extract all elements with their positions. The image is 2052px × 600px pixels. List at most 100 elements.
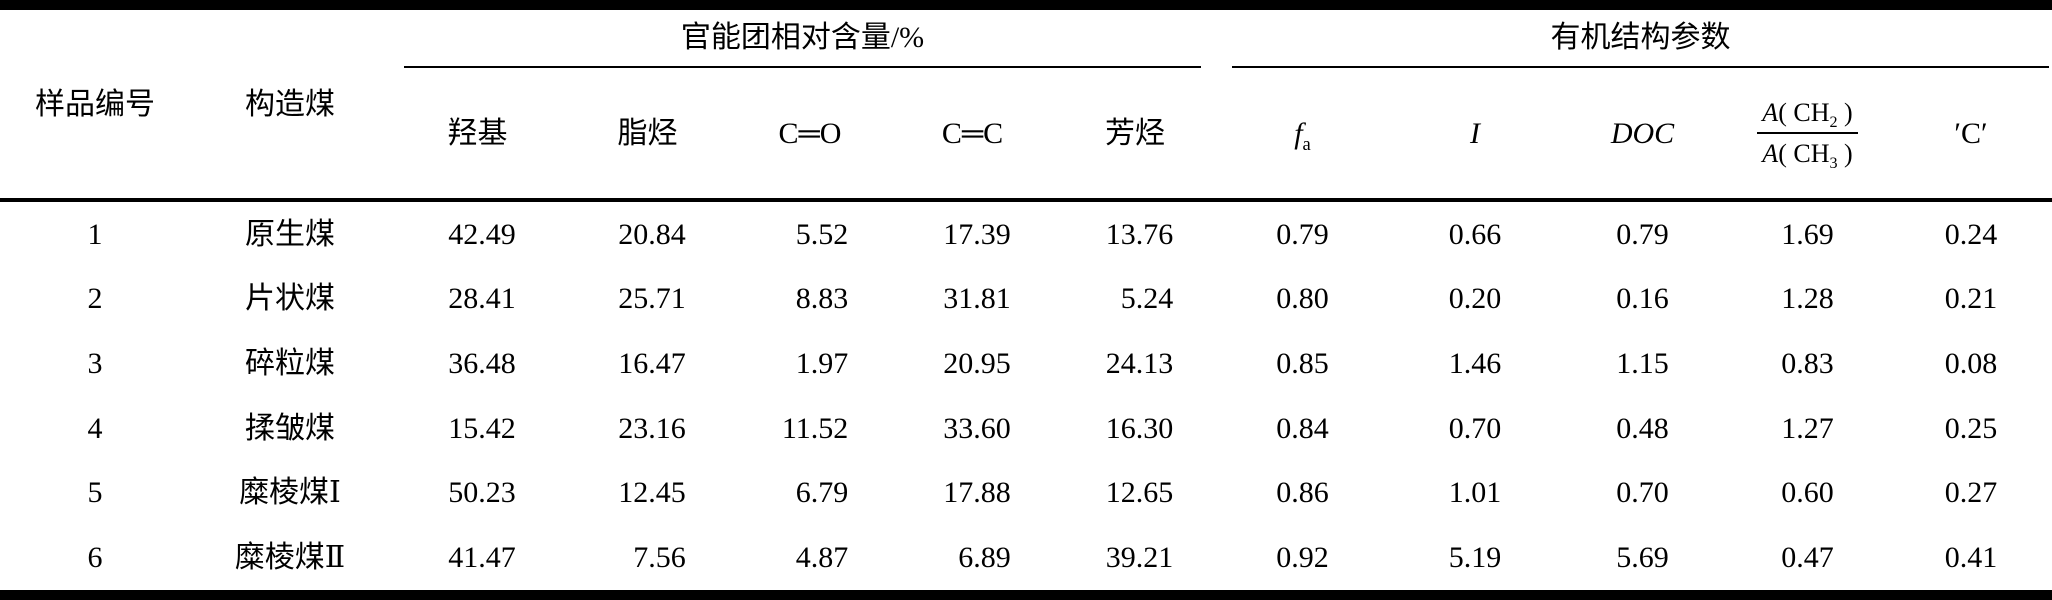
col-header-c-double-bond-c: C═C <box>890 68 1055 202</box>
col-header-fa: fa <box>1215 68 1390 202</box>
cell-aromatic: 39.21 <box>1105 541 1174 575</box>
cell-hydroxyl: 42.49 <box>448 217 516 251</box>
doc-symbol: DOC <box>1610 116 1675 150</box>
cell-fa: 0.86 <box>1276 476 1329 510</box>
cell-c-double-c: 31.81 <box>943 282 1011 316</box>
cell-i: 1.46 <box>1448 347 1502 381</box>
cell-coal-type: 原生煤 <box>245 217 335 251</box>
cell-doc: 0.48 <box>1616 411 1669 445</box>
cell-ach2-ach3: 1.69 <box>1781 217 1834 251</box>
cell-aromatic: 24.13 <box>1105 347 1174 381</box>
cell-sample-no: 3 <box>87 347 103 381</box>
cell-c-prime: 0.24 <box>1944 217 1998 251</box>
cell-hydroxyl: 41.47 <box>448 541 516 575</box>
cell-coal-type: 碎粒煤 <box>245 347 335 381</box>
cell-aliphatic: 25.71 <box>618 282 686 316</box>
cell-c-double-c: 20.95 <box>943 347 1011 381</box>
cell-c-prime: 0.21 <box>1944 282 1998 316</box>
cell-ach2-ach3: 0.83 <box>1781 347 1834 381</box>
cell-c-double-c: 17.88 <box>943 476 1011 510</box>
cell-fa: 0.85 <box>1276 347 1329 381</box>
cell-i: 0.70 <box>1448 411 1502 445</box>
paren-close: ) <box>1837 97 1853 127</box>
cell-sample-no: 6 <box>87 541 103 575</box>
col-header-ach2-ach3-ratio: A( CH2 ) A( CH3 ) <box>1725 68 1890 202</box>
table-header: 样品编号 构造煤 官能团相对含量/% 有机结构参数 羟基 脂烃 C═O C═C … <box>0 5 2052 202</box>
cell-sample-no: 2 <box>87 282 103 316</box>
cell-c-double-o: 8.83 <box>795 282 849 316</box>
cell-aromatic: 12.65 <box>1105 476 1174 510</box>
cell-i: 0.20 <box>1448 282 1502 316</box>
cell-coal-type: 糜棱煤Ⅰ <box>239 476 341 510</box>
cell-c-prime: 0.25 <box>1944 411 1998 445</box>
table-row-3: 3 碎粒煤 36.48 16.47 1.97 20.95 24.13 0.85 … <box>0 331 2052 396</box>
cell-hydroxyl: 28.41 <box>448 282 516 316</box>
cell-i: 0.66 <box>1448 217 1502 251</box>
cell-coal-type: 揉皱煤 <box>245 411 335 445</box>
cell-c-double-o: 4.87 <box>795 541 849 575</box>
a-symbol: A <box>1762 97 1779 127</box>
cell-hydroxyl: 36.48 <box>448 347 516 381</box>
cell-c-double-c: 6.89 <box>958 541 1011 575</box>
a-symbol: A <box>1762 139 1779 168</box>
cell-ach2-ach3: 0.47 <box>1781 541 1834 575</box>
col-header-doc: DOC <box>1560 68 1725 202</box>
cell-c-double-o: 1.97 <box>795 347 849 381</box>
paren-open: ( CH <box>1778 97 1830 127</box>
cell-c-double-o: 6.79 <box>795 476 849 510</box>
table-row-2: 2 片状煤 28.41 25.71 8.83 31.81 5.24 0.80 0… <box>0 267 2052 332</box>
cell-c-double-c: 33.60 <box>943 411 1011 445</box>
ch2-ch3-fraction: A( CH2 ) A( CH3 ) <box>1757 97 1858 173</box>
cell-doc: 0.70 <box>1616 476 1669 510</box>
col-header-c-double-bond-o: C═O <box>730 68 890 202</box>
cell-aliphatic: 12.45 <box>618 476 686 510</box>
paren-open: ( CH <box>1778 139 1830 168</box>
fa-subscript: a <box>1302 133 1311 155</box>
col-header-c-prime: ′C′ <box>1890 68 2052 202</box>
table-row-5: 5 糜棱煤Ⅰ 50.23 12.45 6.79 17.88 12.65 0.86… <box>0 461 2052 526</box>
col-header-aromatic: 芳烃 <box>1055 68 1215 202</box>
cell-c-double-c: 17.39 <box>943 217 1011 251</box>
fa-symbol: f <box>1294 116 1303 150</box>
group-header-functional-groups: 官能团相对含量/% <box>390 5 1215 68</box>
cell-aromatic: 13.76 <box>1105 217 1174 251</box>
table-row-6: 6 糜棱煤Ⅱ 41.47 7.56 4.87 6.89 39.21 0.92 5… <box>0 525 2052 595</box>
cell-hydroxyl: 15.42 <box>448 411 516 445</box>
cell-c-prime: 0.41 <box>1944 541 1998 575</box>
cell-doc: 1.15 <box>1616 347 1669 381</box>
functional-groups-rule: 官能团相对含量/% <box>404 21 1201 68</box>
col-header-hydroxyl: 羟基 <box>390 68 565 202</box>
cell-fa: 0.92 <box>1276 541 1329 575</box>
cell-aliphatic: 16.47 <box>618 347 686 381</box>
table-body: 1 原生煤 42.49 20.84 5.52 17.39 13.76 0.79 … <box>0 200 2052 595</box>
group-header-organic-label: 有机结构参数 <box>1550 21 1731 54</box>
col-header-aliphatic: 脂烃 <box>565 68 730 202</box>
fraction-denominator: A( CH3 ) <box>1757 134 1857 173</box>
i-symbol: I <box>1470 116 1480 150</box>
cell-sample-no: 4 <box>87 411 103 445</box>
cell-aromatic: 5.24 <box>1120 282 1174 316</box>
col-header-coal-type: 构造煤 <box>190 5 390 202</box>
cell-doc: 0.79 <box>1616 217 1669 251</box>
cell-c-prime: 0.08 <box>1944 347 1998 381</box>
cell-i: 1.01 <box>1448 476 1502 510</box>
cell-fa: 0.79 <box>1276 217 1329 251</box>
table-row-1: 1 原生煤 42.49 20.84 5.52 17.39 13.76 0.79 … <box>0 200 2052 267</box>
group-header-organic-params: 有机结构参数 <box>1215 5 2052 68</box>
table-row-4: 4 揉皱煤 15.42 23.16 11.52 33.60 16.30 0.84… <box>0 396 2052 461</box>
cell-coal-type: 片状煤 <box>245 282 335 316</box>
col-header-sample-id: 样品编号 <box>0 5 190 202</box>
cell-coal-type: 糜棱煤Ⅱ <box>234 541 346 575</box>
fraction-numerator: A( CH2 ) <box>1757 97 1858 134</box>
cell-c-prime: 0.27 <box>1944 476 1998 510</box>
cell-hydroxyl: 50.23 <box>448 476 516 510</box>
group-header-functional-label: 官能团相对含量/% <box>680 21 925 54</box>
cell-ach2-ach3: 1.27 <box>1781 411 1834 445</box>
cell-aliphatic: 20.84 <box>618 217 686 251</box>
cell-aromatic: 16.30 <box>1105 411 1174 445</box>
cell-aliphatic: 7.56 <box>633 541 686 575</box>
col-header-i: I <box>1390 68 1560 202</box>
ch3-subscript: 3 <box>1829 155 1838 173</box>
cell-doc: 5.69 <box>1616 541 1669 575</box>
